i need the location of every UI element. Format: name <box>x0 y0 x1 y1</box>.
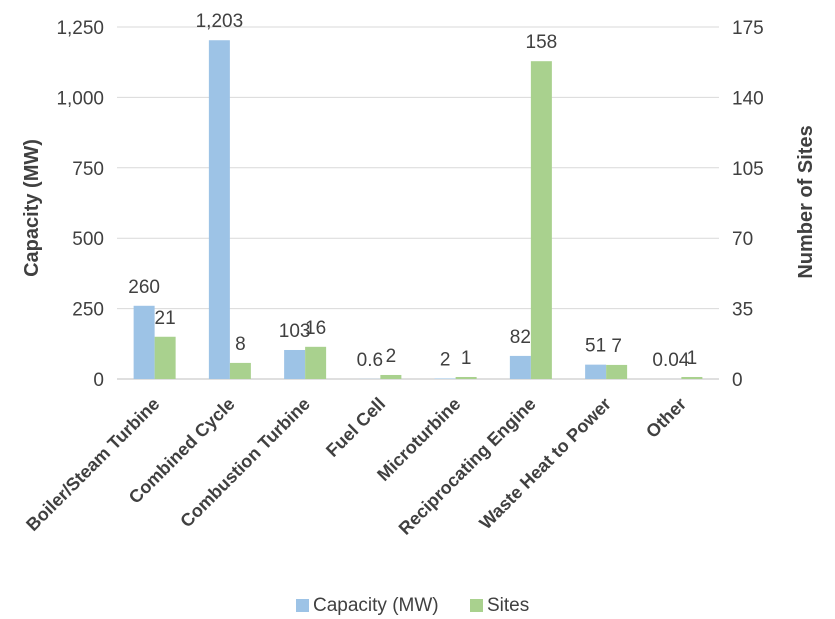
bar-capacity-combustion-turbine <box>284 349 306 379</box>
left-tick-label: 250 <box>72 300 104 321</box>
left-tick-label: 750 <box>72 159 104 180</box>
data-label-sites: 1 <box>461 348 472 369</box>
data-label-capacity: 103 <box>279 321 311 342</box>
right-axis-title: Number of Sites <box>795 125 817 278</box>
left-tick-label: 500 <box>72 229 104 250</box>
data-label-sites: 16 <box>305 318 326 339</box>
data-label-sites: 8 <box>235 334 246 355</box>
category-label: Boiler/Steam Turbine <box>22 394 163 535</box>
bar-capacity-reciprocating-engine <box>509 355 531 379</box>
data-label-sites: 2 <box>386 346 397 367</box>
category-label: Other <box>642 394 690 442</box>
data-label-capacity: 82 <box>510 327 531 348</box>
bar-sites-microturbine <box>455 376 477 379</box>
right-tick-label: 0 <box>732 370 743 391</box>
right-tick-label: 140 <box>732 88 764 109</box>
left-tick-label: 1,000 <box>56 88 104 109</box>
bar-sites-reciprocating-engine <box>530 61 552 380</box>
data-label-capacity: 0.6 <box>357 350 383 371</box>
left-tick-label: 1,250 <box>56 18 104 39</box>
data-label-sites: 158 <box>526 32 558 53</box>
category-label: Waste Heat to Power <box>475 394 615 534</box>
data-label-capacity: 51 <box>585 336 606 357</box>
bar-sites-boiler-steam-turbine <box>154 336 176 379</box>
left-axis-ticks: 0 250 500 750 1,000 1,250 <box>56 18 104 391</box>
data-label-capacity: 1,203 <box>196 11 244 32</box>
right-tick-label: 105 <box>732 159 764 180</box>
category-label: Reciprocating Engine <box>395 394 540 539</box>
legend-swatch-capacity <box>296 599 309 612</box>
legend: Capacity (MW) Sites <box>296 595 529 616</box>
data-label-sites: 1 <box>687 348 698 369</box>
bar-sites-other <box>681 376 703 379</box>
bar-capacity-waste-heat-to-power <box>585 364 607 379</box>
bars <box>133 40 703 380</box>
bar-sites-combustion-turbine <box>305 346 327 379</box>
data-label-capacity: 260 <box>128 277 160 298</box>
left-tick-label: 0 <box>93 370 104 391</box>
category-label: Combustion Turbine <box>176 394 314 532</box>
bar-capacity-combined-cycle <box>208 40 230 379</box>
data-label-capacity: 0.04 <box>652 350 689 371</box>
bar-sites-waste-heat-to-power <box>606 364 628 379</box>
category-label: Fuel Cell <box>322 394 389 461</box>
data-label-capacity: 2 <box>440 349 451 370</box>
data-label-sites: 7 <box>611 336 622 357</box>
right-tick-label: 35 <box>732 300 753 321</box>
legend-label-sites: Sites <box>487 595 529 616</box>
bar-capacity-microturbine <box>434 378 456 379</box>
right-tick-label: 175 <box>732 18 764 39</box>
bar-sites-combined-cycle <box>229 362 251 379</box>
gridlines <box>117 26 719 380</box>
left-axis-title: Capacity (MW) <box>21 139 43 277</box>
legend-swatch-sites <box>470 599 483 612</box>
right-tick-label: 70 <box>732 229 753 250</box>
legend-label-capacity: Capacity (MW) <box>313 595 439 616</box>
bar-capacity-boiler-steam-turbine <box>133 305 155 379</box>
bar-sites-fuel-cell <box>380 374 402 379</box>
data-label-sites: 21 <box>155 308 176 329</box>
right-axis-ticks: 0 35 70 105 140 175 <box>732 18 764 391</box>
